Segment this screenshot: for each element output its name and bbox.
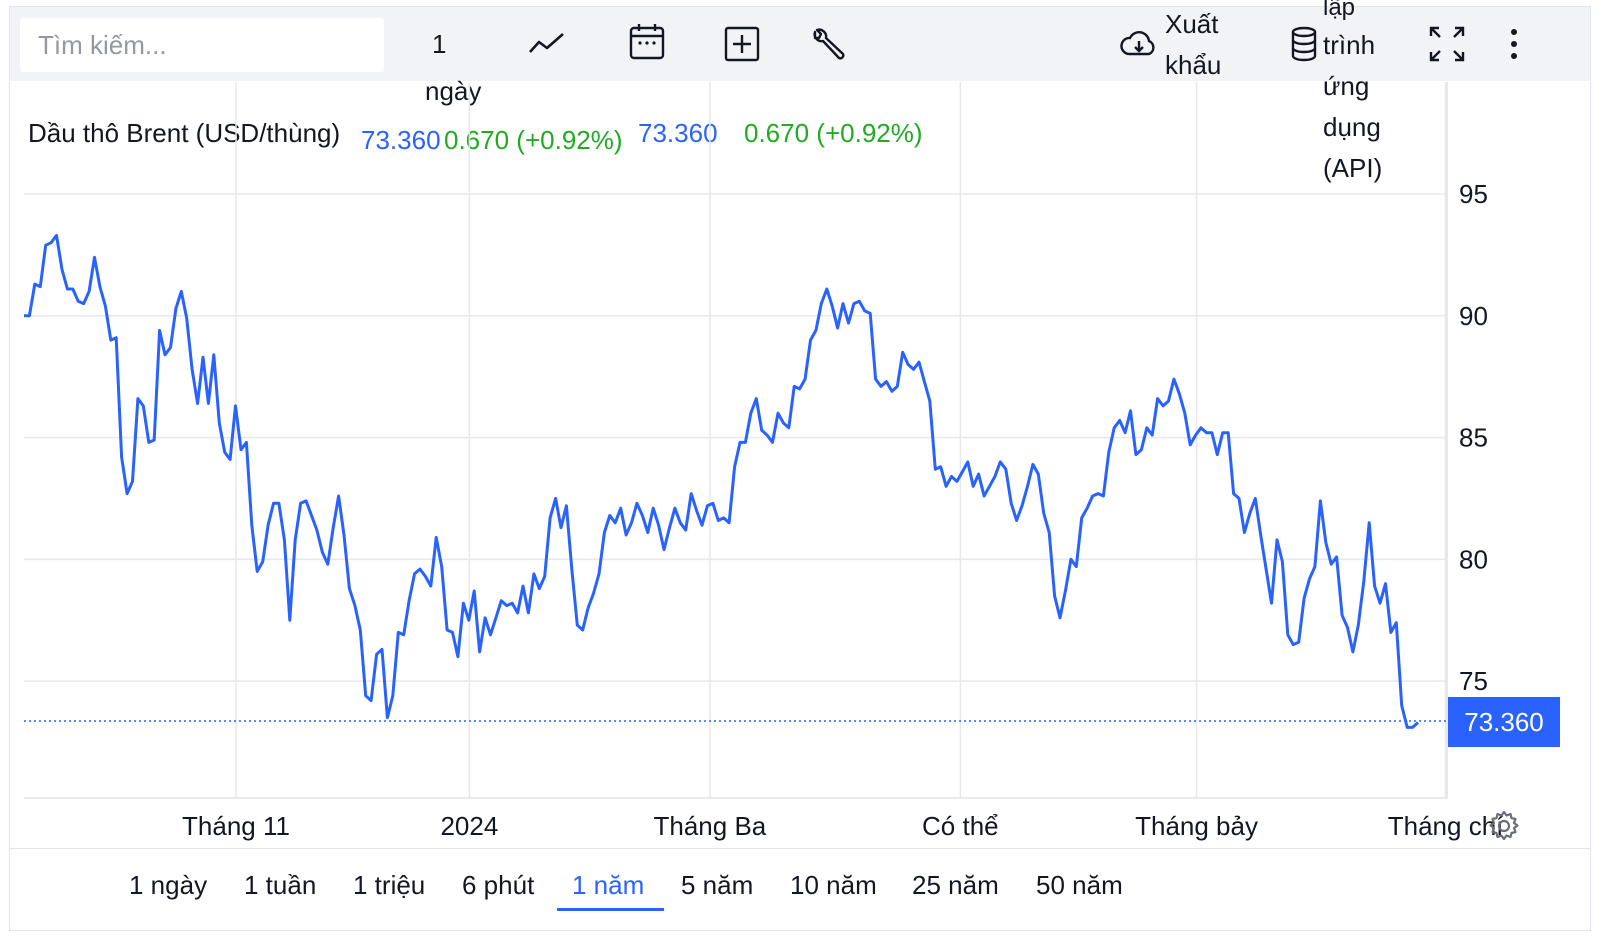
export-button-label: khẩu <box>1165 50 1222 80</box>
y-axis: 75 80 85 90 95 <box>1459 179 1488 696</box>
interval-unit: ngày <box>425 76 482 106</box>
wrench-icon[interactable] <box>805 24 849 68</box>
timeframe-tab[interactable]: 6 phút <box>462 870 535 900</box>
fullscreen-icon[interactable] <box>1425 22 1469 66</box>
interval-value: 1 <box>432 29 447 59</box>
legend-price-a: 73.360 <box>361 125 441 155</box>
legend-change-b: 0.670 (+0.92%) <box>744 118 923 148</box>
legend-price-b: 73.360 <box>638 118 718 148</box>
widget-frame <box>9 6 1591 931</box>
export-button[interactable]: Xuất <box>1165 9 1219 39</box>
interval-button[interactable]: 1 <box>432 24 446 64</box>
api-label-line3: dụng <box>1323 112 1381 142</box>
cloud-download-icon[interactable] <box>1117 22 1161 66</box>
api-label-line0: lập <box>1323 0 1356 21</box>
x-tick-label: Tháng Ba <box>654 811 767 841</box>
timeframe-tab[interactable]: 10 năm <box>790 870 877 900</box>
timeframe-tab[interactable]: 25 năm <box>912 870 999 900</box>
api-label-line2: ứng <box>1323 71 1370 101</box>
last-price-badge: 73.360 <box>1448 697 1560 747</box>
y-tick-label: 75 <box>1459 666 1488 696</box>
y-tick-label: 90 <box>1459 301 1488 331</box>
y-tick-label: 85 <box>1459 423 1488 453</box>
more-vertical-icon[interactable] <box>1492 22 1536 66</box>
gear-icon[interactable] <box>1486 808 1522 844</box>
price-series-line <box>24 233 1420 729</box>
timeframe-tab[interactable]: 1 năm <box>572 870 645 900</box>
line-chart-icon[interactable] <box>525 22 569 66</box>
x-tick-label: Có thể <box>922 811 999 841</box>
y-tick-label: 80 <box>1459 544 1488 574</box>
timeframe-tab[interactable]: 1 triệu <box>353 870 426 900</box>
api-button[interactable]: trình <box>1323 30 1376 60</box>
x-axis: Tháng 11 2024 Tháng Ba Có thể Tháng bảy Tháng… <box>182 811 1504 841</box>
database-icon[interactable] <box>1282 22 1326 66</box>
timeframe-bar <box>10 848 1590 930</box>
calendar-icon[interactable] <box>625 20 669 64</box>
plus-box-icon[interactable] <box>720 22 764 66</box>
timeframe-tab[interactable]: 1 tuần <box>244 870 317 900</box>
grid-lines <box>24 82 1448 799</box>
legend-symbol: Dầu thô Brent (USD/thùng) <box>28 118 341 148</box>
y-tick-label: 95 <box>1459 179 1488 209</box>
timeframe-tab[interactable]: 5 năm <box>681 870 754 900</box>
search-input[interactable]: Tìm kiếm... <box>20 18 384 72</box>
api-label-line4: (API) <box>1323 153 1383 183</box>
x-tick-label: 2024 <box>440 811 498 841</box>
x-tick-label: Tháng chí <box>1388 811 1504 841</box>
x-tick-label: Tháng bảy <box>1135 811 1258 841</box>
timeframe-tab[interactable]: 1 ngày <box>129 870 208 900</box>
timeframe-tab[interactable]: 50 năm <box>1036 870 1123 900</box>
active-timeframe-underline <box>557 908 664 911</box>
legend-change-a: 0.670 (+0.92%) <box>444 125 623 155</box>
x-tick-label: Tháng 11 <box>182 811 290 841</box>
